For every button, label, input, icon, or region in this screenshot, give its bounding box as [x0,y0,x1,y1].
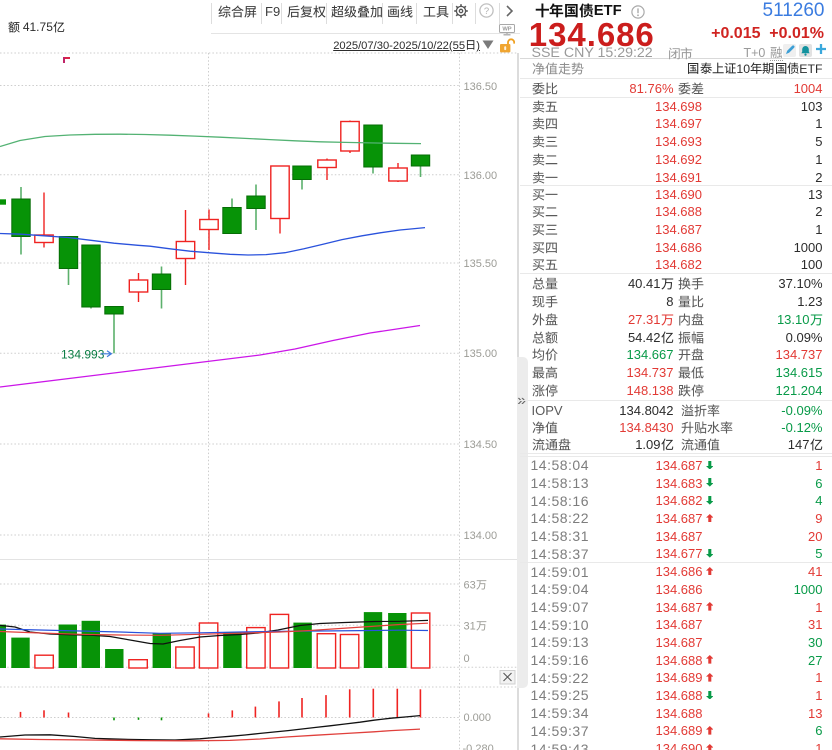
svg-text:134.993: 134.993 [61,347,105,361]
svg-text:WP: WP [502,27,511,33]
svg-text:?: ? [484,6,489,17]
